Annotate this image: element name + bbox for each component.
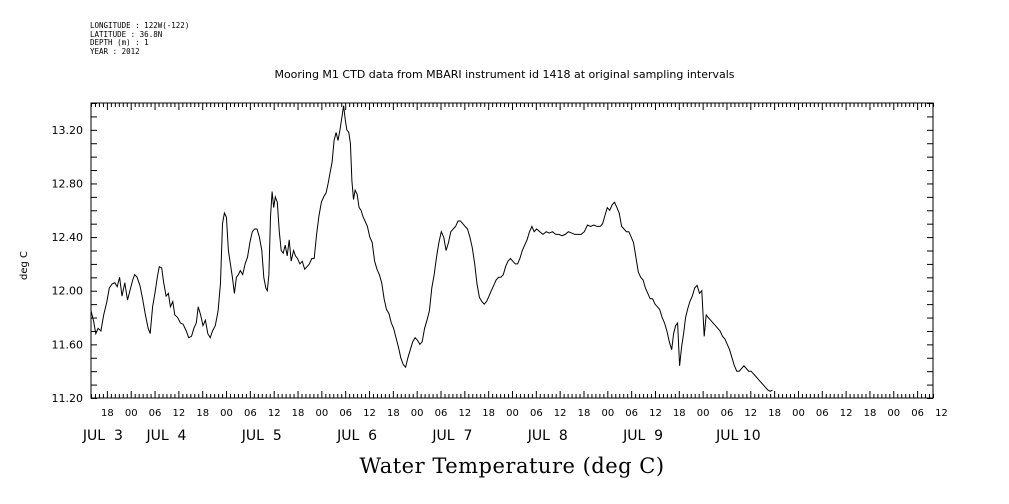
x-hour-label: 18 — [578, 408, 591, 419]
x-hour-label: 06 — [149, 408, 162, 419]
y-tick-label: 12.00 — [52, 285, 84, 298]
y-tick-label: 12.80 — [52, 177, 84, 190]
metadata-depth: DEPTH (m) : 1 — [90, 38, 149, 47]
x-hour-label: 12 — [363, 408, 376, 419]
x-day-label: JUL 6 — [336, 428, 377, 444]
y-tick-label: 13.20 — [52, 124, 84, 137]
x-hour-label: 06 — [816, 408, 829, 419]
x-axis-title: Water Temperature (deg C) — [359, 454, 665, 478]
x-hour-label: 00 — [601, 408, 614, 419]
x-hour-label: 12 — [935, 408, 948, 419]
y-axis-label: deg C — [19, 250, 31, 281]
x-hour-label: 00 — [506, 408, 519, 419]
x-day-label: JUL 4 — [145, 428, 186, 444]
metadata-year: YEAR : 2012 — [90, 46, 140, 56]
x-hour-label: 00 — [697, 408, 710, 419]
x-hour-label: 18 — [673, 408, 686, 419]
metadata-longitude: LONGITUDE : 122W(-122) — [90, 21, 190, 30]
x-hour-label: 18 — [387, 408, 400, 419]
x-hour-label: 12 — [554, 408, 567, 419]
y-tick-label: 11.20 — [52, 392, 84, 405]
y-tick-label: 11.60 — [52, 338, 84, 351]
temperature-series-line — [90, 105, 773, 392]
x-hour-label: 18 — [292, 408, 305, 419]
x-day-label: JUL 8 — [527, 428, 568, 444]
x-day-label: JUL 5 — [241, 428, 282, 444]
metadata-block: LONGITUDE : 122W(-122) LATITUDE : 36.8N … — [90, 21, 190, 56]
y-tick-label: 12.40 — [52, 231, 84, 244]
x-hour-label: 18 — [196, 408, 209, 419]
x-day-label: JUL 7 — [431, 428, 472, 444]
x-hour-label: 00 — [220, 408, 233, 419]
x-day-label: JUL 9 — [622, 428, 663, 444]
metadata-latitude: LATITUDE : 36.8N — [90, 29, 163, 39]
x-hour-label: 00 — [792, 408, 805, 419]
x-hour-label: 06 — [530, 408, 543, 419]
x-day-label: JUL 10 — [715, 428, 760, 444]
x-hour-label: 18 — [482, 408, 495, 419]
x-hour-label: 18 — [101, 408, 114, 419]
x-hour-label: 00 — [411, 408, 424, 419]
x-hour-label: 00 — [315, 408, 328, 419]
x-hour-label: 12 — [840, 408, 853, 419]
x-hour-label: 12 — [744, 408, 757, 419]
x-hour-label: 12 — [649, 408, 662, 419]
x-day-label: JUL 3 — [82, 428, 123, 444]
x-hour-label: 18 — [864, 408, 877, 419]
x-hour-label: 00 — [125, 408, 138, 419]
x-hour-label: 06 — [911, 408, 924, 419]
x-hour-label: 06 — [721, 408, 734, 419]
x-hour-label: 06 — [244, 408, 257, 419]
x-hour-label: 06 — [339, 408, 352, 419]
chart-title: Mooring M1 CTD data from MBARI instrumen… — [274, 68, 735, 81]
x-hour-label: 12 — [458, 408, 471, 419]
x-hour-label: 18 — [768, 408, 781, 419]
x-hour-label: 06 — [625, 408, 638, 419]
x-hour-label: 12 — [268, 408, 281, 419]
x-hour-label: 00 — [887, 408, 900, 419]
x-hour-label: 12 — [173, 408, 186, 419]
x-hour-label: 06 — [435, 408, 448, 419]
plot-frame — [90, 102, 934, 399]
